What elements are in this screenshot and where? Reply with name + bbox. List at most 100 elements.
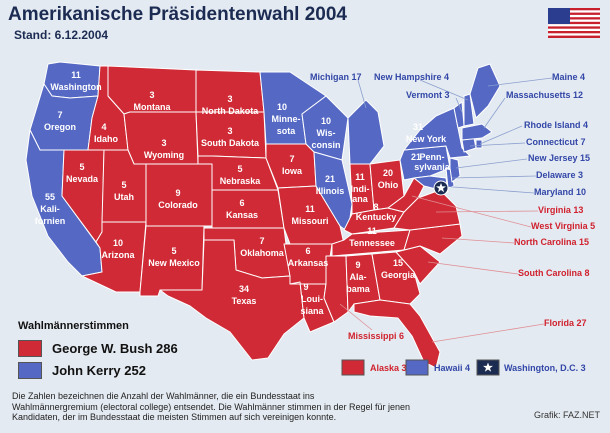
callout-michigan: Michigan 17 xyxy=(310,72,362,82)
legend-item-bush: George W. Bush 286 xyxy=(18,340,178,357)
label-ok-num: 7 xyxy=(259,236,264,246)
label-pa-name1: Penn- xyxy=(419,152,444,162)
legend-label-bush: George W. Bush 286 xyxy=(52,341,178,356)
callout-virginia: Virginia 13 xyxy=(538,205,583,215)
label-wi-name1: Wis- xyxy=(317,128,336,138)
label-wi-num: 10 xyxy=(321,116,331,126)
label-co-num: 9 xyxy=(175,188,180,198)
inset-hawaii: Hawaii 4 xyxy=(405,359,470,376)
label-mo-name: Missouri xyxy=(291,216,328,226)
label-ia-name: Iowa xyxy=(282,166,303,176)
callout-massachusetts: Massachusetts 12 xyxy=(506,90,583,100)
label-ia-num: 7 xyxy=(289,154,294,164)
callout-maryland: Maryland 10 xyxy=(534,187,586,197)
label-nv-num: 5 xyxy=(79,162,84,172)
inset-dc: Washington, D.C. 3 xyxy=(476,359,586,376)
label-tn-name: Tennessee xyxy=(349,238,395,248)
label-ok-name: Oklahoma xyxy=(240,248,285,258)
label-ky-name: Kentucky xyxy=(356,212,397,222)
label-id-name: Idaho xyxy=(94,134,119,144)
label-la-num: 9 xyxy=(303,282,308,292)
page-title: Amerikanische Präsidentenwahl 2004 xyxy=(8,4,347,25)
label-ca-name2: fornien xyxy=(35,216,66,226)
inset-dc-label: Washington, D.C. 3 xyxy=(504,363,586,373)
label-nd-name: North Dakota xyxy=(202,106,259,116)
callout-rhode-island: Rhode Island 4 xyxy=(524,120,588,130)
callout-lines-bush xyxy=(339,195,545,343)
label-mt-num: 3 xyxy=(149,90,154,100)
label-mn-num: 10 xyxy=(277,102,287,112)
label-il-name: Illinois xyxy=(316,186,345,196)
label-nd-num: 3 xyxy=(227,94,232,104)
label-ny-name: New York xyxy=(406,134,447,144)
label-sd-name: South Dakota xyxy=(201,138,260,148)
graphic-credit: Grafik: FAZ.NET xyxy=(533,410,600,420)
callout-delaware: Delaware 3 xyxy=(536,170,583,180)
callout-connecticut: Connecticut 7 xyxy=(526,137,586,147)
label-pa-num: 21 xyxy=(411,152,421,162)
inset-alaska-label: Alaska 3 xyxy=(370,363,407,373)
label-or-num: 7 xyxy=(57,110,62,120)
callout-north-carolina: North Carolina 15 xyxy=(514,237,589,247)
label-ks-name: Kansas xyxy=(226,210,258,220)
footer-line-2: Wahlmännergremium (electoral college) en… xyxy=(12,401,411,412)
label-ky-num: 8 xyxy=(373,202,378,212)
label-tx-num: 34 xyxy=(239,284,249,294)
state-texas xyxy=(159,239,305,361)
label-ut-num: 5 xyxy=(121,180,126,190)
label-in-name2: ana xyxy=(352,194,369,204)
callout-maine: Maine 4 xyxy=(552,72,585,82)
us-flag-icon xyxy=(548,8,600,38)
footer-line-3: Kandidaten, der im Bundesstaat die meist… xyxy=(12,412,337,422)
footer-note: Die Zahlen bezeichnen die Anzahl der Wah… xyxy=(12,391,452,423)
state-new-hampshire xyxy=(463,93,475,127)
label-al-name1: Ala- xyxy=(349,272,366,282)
inset-alaska: Alaska 3 xyxy=(341,359,407,376)
label-ca-name1: Kali- xyxy=(40,204,60,214)
callout-vermont: Vermont 3 xyxy=(406,90,450,100)
label-al-num: 9 xyxy=(355,260,360,270)
dc-inset-star-icon xyxy=(483,362,493,372)
label-pa-name2: sylvania xyxy=(414,162,451,172)
label-mn-name1: Minne- xyxy=(272,114,301,124)
label-oh-name: Ohio xyxy=(378,180,399,190)
label-wy-num: 3 xyxy=(161,138,166,148)
inset-hawaii-label: Hawaii 4 xyxy=(434,363,470,373)
label-wi-name2: consin xyxy=(311,140,340,150)
label-mo-num: 11 xyxy=(305,204,315,214)
star-icon xyxy=(433,180,449,196)
state-washington xyxy=(43,61,101,99)
label-wy-name: Wyoming xyxy=(144,150,184,160)
label-la-name1: Loui- xyxy=(301,294,323,304)
label-sd-num: 3 xyxy=(227,126,232,136)
label-ne-name: Nebraska xyxy=(220,176,262,186)
label-ar-num: 6 xyxy=(305,246,310,256)
label-in-name1: Indi- xyxy=(351,184,370,194)
state-maine xyxy=(469,63,501,119)
state-florida xyxy=(353,299,441,369)
label-ny-num: 31 xyxy=(413,122,423,132)
label-wa-name: Washington xyxy=(50,82,101,92)
state-massachusetts xyxy=(461,123,493,141)
label-ne-num: 5 xyxy=(237,164,242,174)
page-subtitle: Stand: 6.12.2004 xyxy=(14,28,109,42)
label-id-num: 4 xyxy=(101,122,106,132)
label-ca-num: 55 xyxy=(45,192,55,202)
label-az-num: 10 xyxy=(113,238,123,248)
state-michigan xyxy=(347,99,385,165)
state-new-jersey xyxy=(449,157,461,183)
label-tn-num: 11 xyxy=(367,226,377,236)
label-ut-name: Utah xyxy=(114,192,134,202)
label-il-num: 21 xyxy=(325,174,335,184)
legend-item-kerry: John Kerry 252 xyxy=(18,362,146,379)
state-rhode-island xyxy=(475,139,483,149)
label-ga-name: Georgia xyxy=(381,270,416,280)
label-la-name2: siana xyxy=(300,306,324,316)
callout-new-jersey: New Jersey 15 xyxy=(528,153,590,163)
label-mt-name: Montana xyxy=(134,102,172,112)
label-ks-num: 6 xyxy=(239,198,244,208)
callout-west-virginia: West Virginia 5 xyxy=(531,221,595,231)
label-al-name2: bama xyxy=(346,284,371,294)
